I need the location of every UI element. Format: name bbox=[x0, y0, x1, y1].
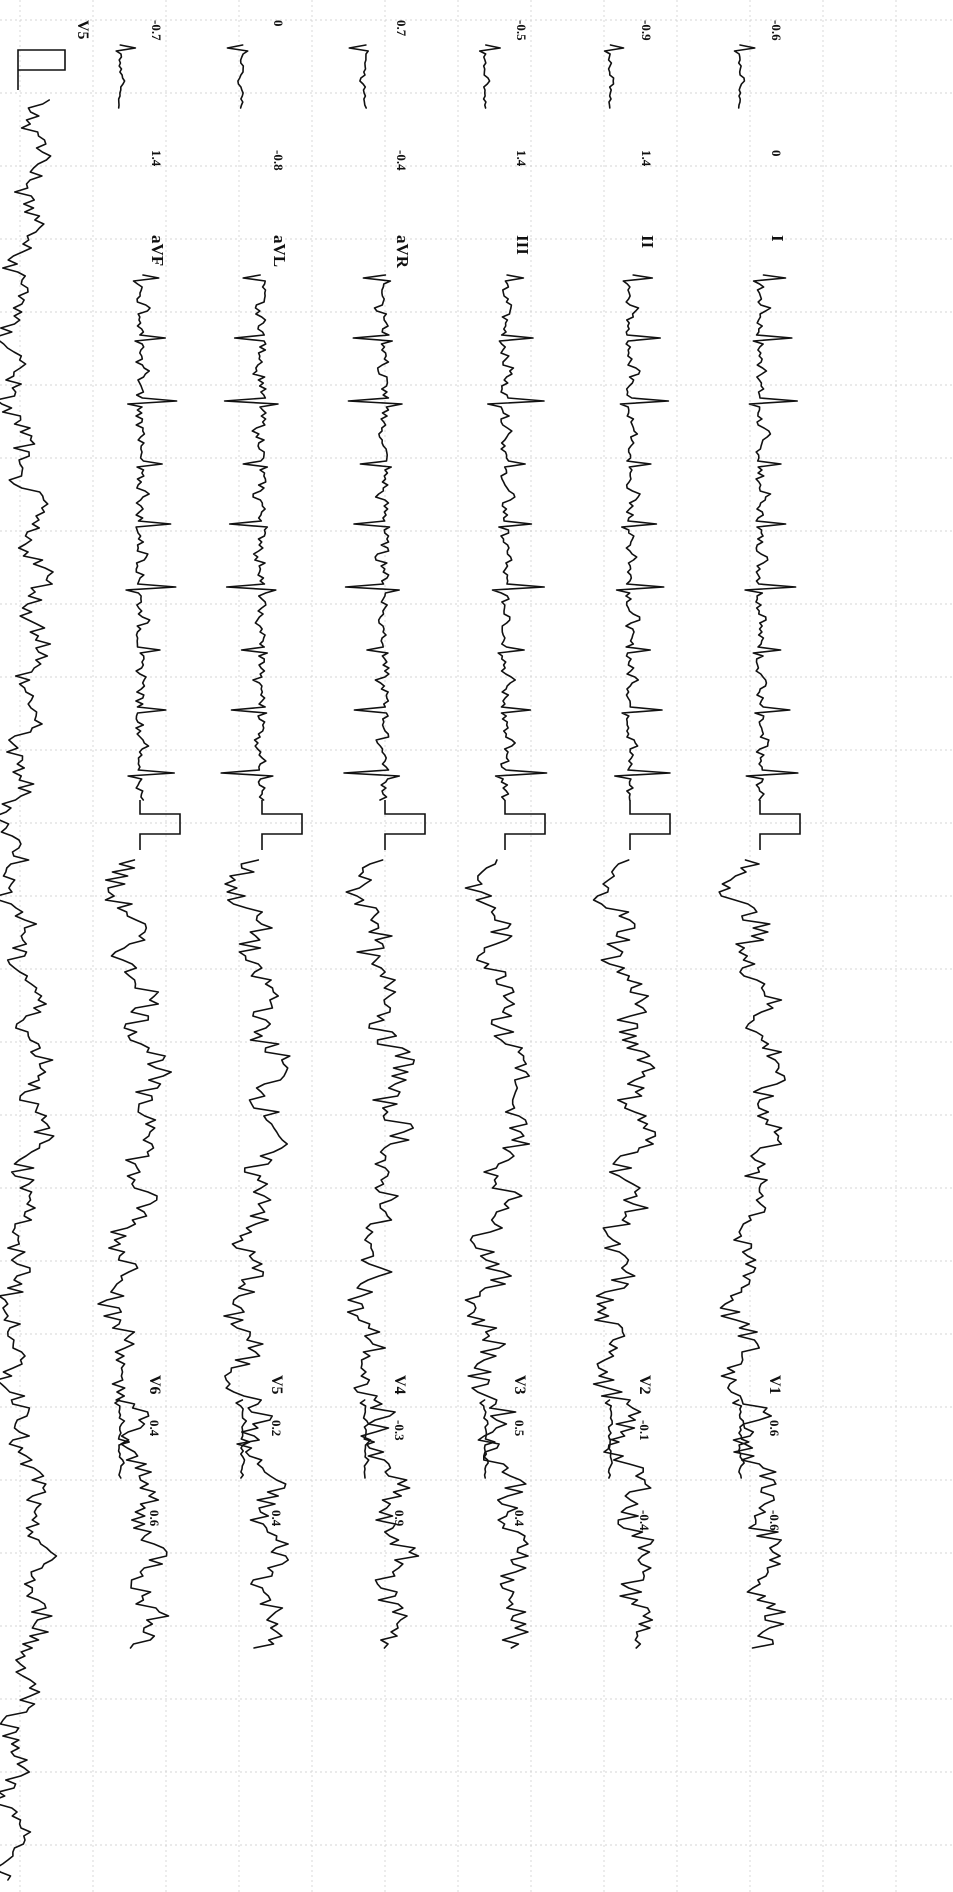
lead-II-calibration bbox=[629, 800, 671, 850]
lead-V2-value: -0.1 bbox=[637, 1420, 652, 1441]
lead-V5-mini bbox=[235, 1399, 251, 1479]
lead-aVF-trace bbox=[125, 274, 178, 801]
lead-aVL-label: aVL bbox=[270, 235, 289, 267]
lead-aVL-calibration bbox=[261, 800, 303, 850]
lead-aVF-value: 1.4 bbox=[149, 150, 164, 167]
lead-V5-label: V5 bbox=[268, 1375, 285, 1395]
lead-V1-trace bbox=[718, 859, 786, 1649]
lead-I-trace bbox=[744, 274, 799, 801]
lead-aVL-mini bbox=[226, 44, 249, 109]
lead-aVF-label: aVF bbox=[148, 235, 167, 266]
lead-II-mini bbox=[603, 44, 625, 109]
lead-V1-mini bbox=[732, 1399, 750, 1479]
lead-I-mini bbox=[733, 44, 756, 109]
lead-III-label: III bbox=[513, 235, 532, 255]
lead-aVR-trace bbox=[343, 274, 403, 801]
lead-III-trace bbox=[487, 274, 548, 801]
lead-II-label: II bbox=[638, 235, 657, 249]
lead-II-value-top: -0.9 bbox=[639, 20, 654, 41]
lead-V5-value: 0.2 bbox=[269, 1420, 284, 1436]
lead-II-value: 1.4 bbox=[639, 150, 654, 167]
lead-aVR-label: aVR bbox=[393, 235, 412, 269]
lead-aVR-calibration bbox=[384, 800, 426, 850]
rhythm-V5-calibration bbox=[17, 49, 66, 90]
lead-traces bbox=[0, 44, 801, 1881]
lead-III-value-top: -0.5 bbox=[514, 20, 529, 41]
lead-V5-trace bbox=[223, 859, 291, 1649]
lead-V4-mini bbox=[359, 1399, 375, 1479]
lead-aVR-value: -0.4 bbox=[394, 150, 409, 171]
lead-III-mini bbox=[478, 44, 501, 109]
lead-V4-label: V4 bbox=[391, 1375, 408, 1395]
lead-V5-value-bottom: 0.4 bbox=[269, 1510, 284, 1527]
lead-aVR-mini bbox=[348, 44, 369, 109]
lead-I-value-top: -0.6 bbox=[769, 20, 784, 41]
lead-aVR-value-top: 0.7 bbox=[394, 20, 409, 37]
lead-V2-label: V2 bbox=[636, 1375, 653, 1395]
lead-V2-trace bbox=[592, 859, 657, 1649]
lead-V6-value-bottom: 0.6 bbox=[147, 1510, 162, 1527]
rhythm-V5-label: V5 bbox=[74, 20, 91, 40]
lead-V3-value: 0.5 bbox=[512, 1420, 527, 1437]
lead-V4-trace bbox=[345, 859, 420, 1649]
lead-V6-mini bbox=[114, 1399, 130, 1479]
lead-V4-value: -0.3 bbox=[392, 1420, 407, 1441]
lead-I-value: 0 bbox=[769, 150, 784, 157]
lead-aVL-value-top: 0 bbox=[271, 20, 286, 27]
rhythm-V5-trace bbox=[0, 99, 58, 1881]
lead-aVF-mini bbox=[115, 44, 137, 109]
lead-I-calibration bbox=[759, 800, 801, 850]
lead-V4-value-bottom: 0.9 bbox=[392, 1510, 407, 1527]
lead-V3-mini bbox=[479, 1399, 496, 1479]
lead-V6-label: V6 bbox=[146, 1375, 163, 1395]
lead-V1-label: V1 bbox=[766, 1375, 783, 1395]
lead-V3-label: V3 bbox=[511, 1375, 528, 1395]
lead-V1-value: 0.6 bbox=[767, 1420, 782, 1437]
lead-V2-value-bottom: -0.4 bbox=[637, 1510, 652, 1531]
lead-V3-trace bbox=[464, 859, 531, 1649]
lead-aVF-value-top: -0.7 bbox=[149, 20, 164, 41]
lead-V6-value: 0.4 bbox=[147, 1420, 162, 1437]
lead-V6-trace bbox=[97, 859, 172, 1649]
lead-V2-mini bbox=[604, 1399, 620, 1479]
lead-labels: -0.6 0 I -0.9 1.4 II -0.5 1.4 III 0.7 -0.4 aVR 0 -0.8… bbox=[74, 20, 787, 1531]
lead-II-trace bbox=[614, 274, 671, 801]
lead-V1-value-bottom: -0.6 bbox=[767, 1510, 782, 1531]
lead-aVL-trace bbox=[220, 274, 279, 801]
lead-aVF-calibration bbox=[139, 800, 181, 850]
lead-V3-value-bottom: 0.4 bbox=[512, 1510, 527, 1527]
lead-I-label: I bbox=[768, 235, 787, 242]
lead-III-value: 1.4 bbox=[514, 150, 529, 167]
lead-III-calibration bbox=[504, 800, 546, 850]
lead-aVL-value: -0.8 bbox=[271, 150, 286, 171]
